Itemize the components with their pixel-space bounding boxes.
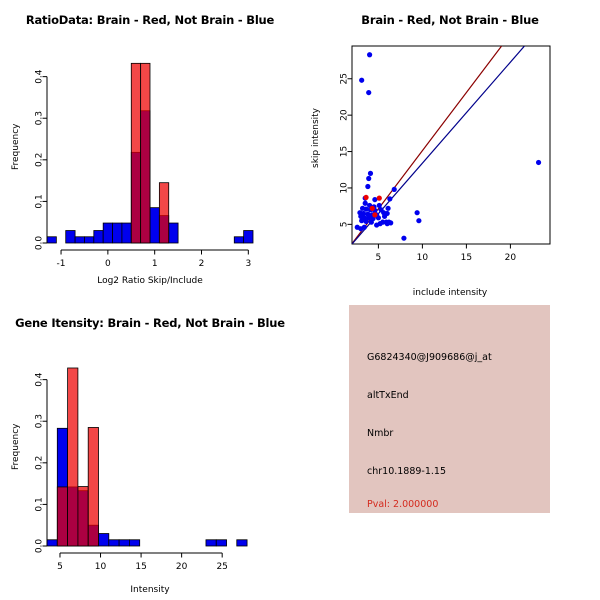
scatter-plot: 5 10 15 20 25 5 10 15 20	[340, 45, 551, 263]
svg-text:1: 1	[152, 259, 158, 269]
svg-text:2: 2	[199, 259, 205, 269]
ratio-histogram-title: RatioData: Brain - Red, Not Brain - Blue	[25, 13, 275, 27]
svg-text:5: 5	[376, 253, 382, 263]
svg-text:0.4: 0.4	[35, 69, 45, 84]
svg-text:15: 15	[135, 562, 146, 572]
gene-info-box: G6824340@J909686@j_at altTxEnd Nmbr chr1…	[349, 305, 550, 513]
svg-text:0.1: 0.1	[35, 194, 45, 208]
info-chromosome-location: chr10.1889-1.15	[367, 466, 447, 477]
svg-text:15: 15	[340, 146, 350, 157]
scatter-xlabel: include intensity	[412, 288, 488, 298]
svg-text:0.4: 0.4	[35, 372, 45, 387]
svg-text:0.2: 0.2	[35, 456, 45, 470]
ratio-histogram-plot: 0.0 0.1 0.2 0.3 0.4 -1 0 1 2 3	[35, 62, 254, 269]
svg-text:0: 0	[105, 259, 111, 269]
svg-text:5: 5	[340, 221, 350, 227]
info-gene-symbol: Nmbr	[367, 428, 394, 439]
info-pvalue: Pval: 2.000000	[367, 499, 439, 510]
gene-histogram-xlabel: Intensity	[130, 585, 170, 595]
svg-text:25: 25	[340, 73, 350, 84]
svg-text:10: 10	[95, 562, 107, 572]
svg-text:0.3: 0.3	[35, 414, 45, 428]
info-probeset-id: G6824340@J909686@j_at	[367, 352, 492, 363]
svg-text:20: 20	[176, 562, 188, 572]
svg-text:-1: -1	[57, 259, 66, 269]
svg-text:0.0: 0.0	[35, 236, 45, 251]
svg-text:10: 10	[340, 182, 350, 194]
ratio-histogram-xlabel: Log2 Ratio Skip/Include	[97, 276, 203, 286]
svg-text:3: 3	[245, 259, 251, 269]
gene-histogram-title: Gene Itensity: Brain - Red, Not Brain - …	[15, 316, 285, 330]
panel-gene-histogram: Gene Itensity: Brain - Red, Not Brain - …	[0, 300, 300, 600]
panel-scatter: Brain - Red, Not Brain - Blue skip inten…	[300, 0, 600, 300]
svg-text:25: 25	[216, 562, 227, 572]
svg-text:10: 10	[417, 253, 429, 263]
svg-text:20: 20	[340, 109, 350, 121]
svg-text:15: 15	[461, 253, 472, 263]
svg-text:0.2: 0.2	[35, 153, 45, 167]
panel-ratio-histogram: RatioData: Brain - Red, Not Brain - Blue…	[0, 0, 300, 300]
svg-text:0.0: 0.0	[35, 539, 45, 554]
svg-text:5: 5	[57, 562, 63, 572]
info-event-type: altTxEnd	[367, 390, 409, 401]
gene-histogram-plot: 0.0 0.1 0.2 0.3 0.4 5 10 15 20 25	[35, 367, 248, 572]
panel-gene-info: G6824340@J909686@j_at altTxEnd Nmbr chr1…	[300, 300, 600, 600]
svg-text:0.1: 0.1	[35, 497, 45, 511]
svg-text:20: 20	[505, 253, 517, 263]
scatter-title: Brain - Red, Not Brain - Blue	[361, 13, 539, 27]
svg-text:0.3: 0.3	[35, 111, 45, 125]
